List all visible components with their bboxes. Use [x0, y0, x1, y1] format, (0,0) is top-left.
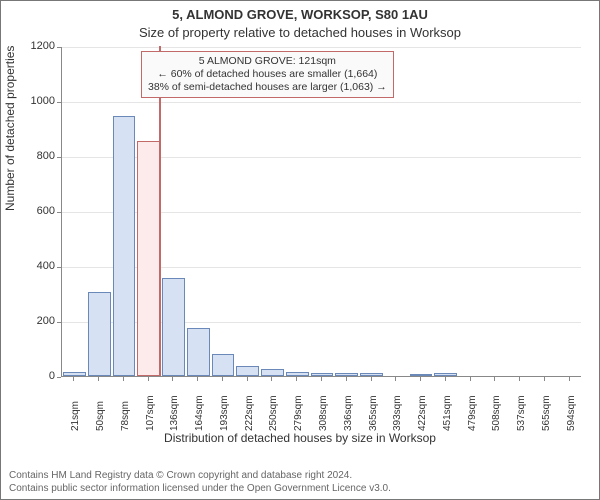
y-tick-label: 800 — [15, 150, 55, 162]
bar — [360, 373, 383, 376]
footer-line1: Contains HM Land Registry data © Crown c… — [9, 469, 391, 482]
callout-line2: ← 60% of detached houses are smaller (1,… — [148, 68, 387, 81]
bar — [236, 366, 259, 376]
y-tick-label: 400 — [15, 260, 55, 272]
x-tick-label: 594sqm — [566, 381, 577, 431]
chart-container: 5, ALMOND GROVE, WORKSOP, S80 1AU Size o… — [0, 0, 600, 500]
x-tick-label: 451sqm — [442, 381, 453, 431]
x-tick-label: 336sqm — [343, 381, 354, 431]
y-axis-label: Number of detached properties — [3, 46, 17, 211]
bar — [187, 328, 210, 376]
bar — [286, 372, 309, 376]
x-tick-label: 107sqm — [145, 381, 156, 431]
x-tick-label: 50sqm — [95, 381, 106, 431]
bar — [261, 369, 284, 376]
callout-line3: 38% of semi-detached houses are larger (… — [148, 81, 387, 94]
bar — [212, 354, 235, 376]
bar — [88, 292, 111, 376]
callout-box: 5 ALMOND GROVE: 121sqm ← 60% of detached… — [141, 51, 394, 98]
callout-line1: 5 ALMOND GROVE: 121sqm — [148, 55, 387, 68]
footer-attribution: Contains HM Land Registry data © Crown c… — [9, 469, 391, 495]
bar — [311, 373, 334, 376]
y-tick-label: 600 — [15, 205, 55, 217]
x-tick-label: 565sqm — [541, 381, 552, 431]
x-tick-label: 365sqm — [368, 381, 379, 431]
bar — [335, 373, 358, 376]
x-tick-label: 193sqm — [219, 381, 230, 431]
y-tick-label: 0 — [15, 370, 55, 382]
y-tick-label: 1200 — [15, 40, 55, 52]
gridline — [62, 47, 581, 48]
bar-marker — [137, 141, 160, 376]
y-tick-label: 1000 — [15, 95, 55, 107]
footer-line2: Contains public sector information licen… — [9, 482, 391, 495]
x-tick-label: 222sqm — [244, 381, 255, 431]
x-tick-label: 508sqm — [491, 381, 502, 431]
x-tick-label: 279sqm — [293, 381, 304, 431]
x-tick-label: 308sqm — [318, 381, 329, 431]
x-axis-label: Distribution of detached houses by size … — [1, 431, 599, 445]
bar — [434, 373, 457, 376]
x-tick-label: 250sqm — [268, 381, 279, 431]
y-tick-label: 200 — [15, 315, 55, 327]
x-tick-label: 136sqm — [169, 381, 180, 431]
x-tick-label: 537sqm — [516, 381, 527, 431]
chart-subtitle: Size of property relative to detached ho… — [1, 25, 599, 40]
x-tick-label: 21sqm — [70, 381, 81, 431]
x-tick-label: 393sqm — [392, 381, 403, 431]
bar — [63, 372, 86, 376]
bar — [410, 374, 433, 376]
x-tick-label: 422sqm — [417, 381, 428, 431]
gridline — [62, 102, 581, 103]
address-title: 5, ALMOND GROVE, WORKSOP, S80 1AU — [1, 7, 599, 22]
bar — [113, 116, 136, 376]
x-tick-label: 78sqm — [120, 381, 131, 431]
bar — [162, 278, 185, 376]
x-tick-label: 164sqm — [194, 381, 205, 431]
x-tick-label: 479sqm — [467, 381, 478, 431]
y-tick-mark — [57, 377, 61, 378]
